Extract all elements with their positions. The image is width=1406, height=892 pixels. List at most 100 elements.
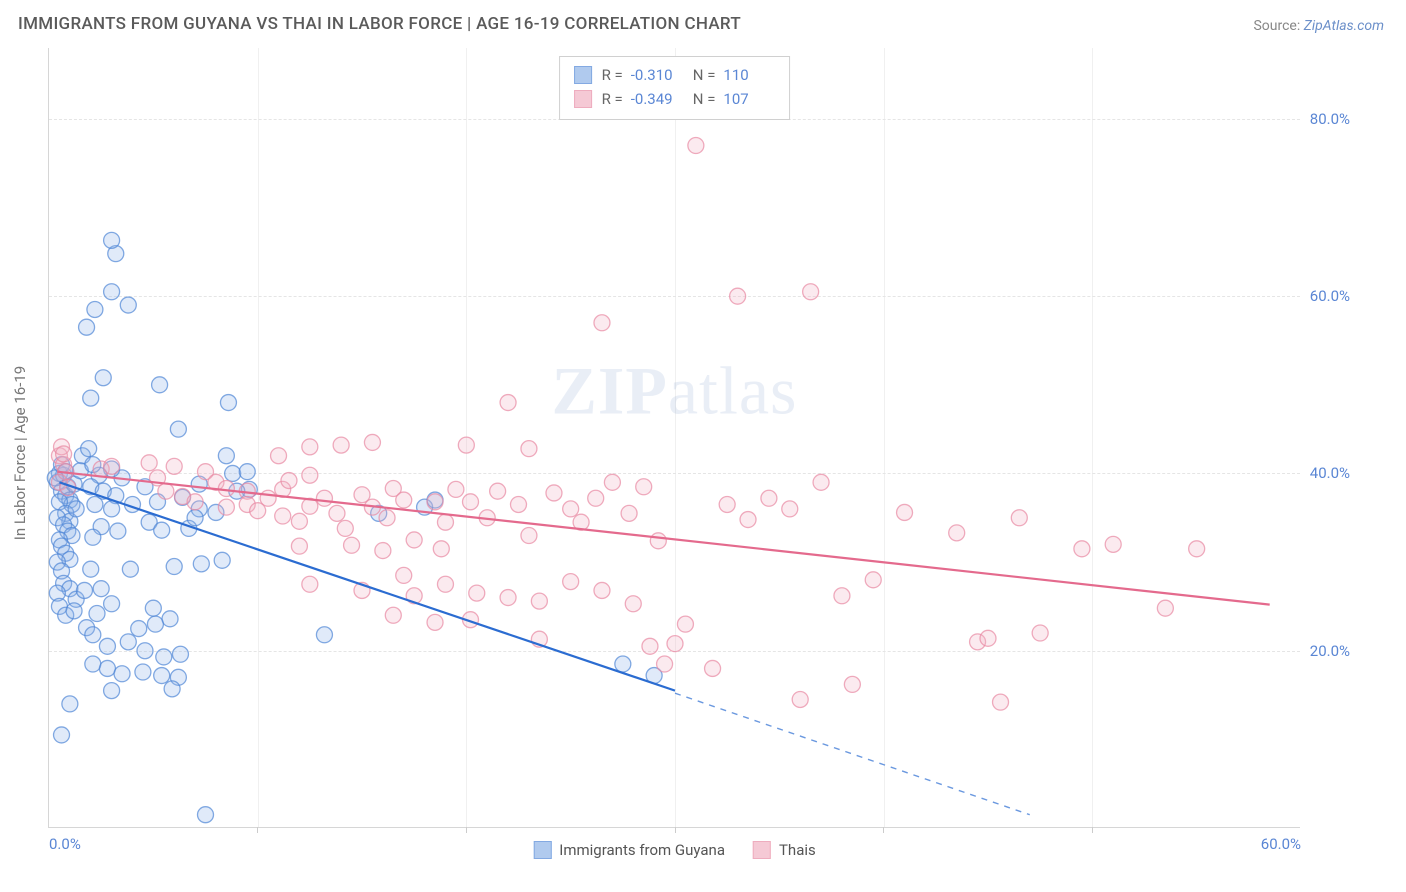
scatter-point: [135, 664, 151, 680]
legend-swatch-2: [753, 841, 771, 859]
scatter-point: [521, 528, 537, 544]
scatter-point: [87, 496, 103, 512]
plot-area: ZIPatlas R = -0.310 N = 110 R = -0.349 N…: [48, 48, 1300, 828]
scatter-point: [688, 138, 704, 154]
scatter-point: [1074, 541, 1090, 557]
scatter-point: [337, 520, 353, 536]
scatter-point: [993, 694, 1009, 710]
scatter-point: [316, 490, 332, 506]
scatter-point: [563, 574, 579, 590]
scatter-point: [433, 541, 449, 557]
scatter-point: [218, 448, 234, 464]
n-value-2: 107: [723, 87, 775, 111]
scatter-point: [291, 538, 307, 554]
scatter-point: [79, 319, 95, 335]
scatter-point: [104, 501, 120, 517]
ytick-label: 40.0%: [1310, 464, 1350, 482]
scatter-point: [291, 513, 307, 529]
scatter-point: [239, 464, 255, 480]
xtick-mark: [1092, 827, 1093, 833]
scatter-point: [275, 508, 291, 524]
scatter-point: [56, 446, 72, 462]
xtick-mark: [883, 827, 884, 833]
xtick-mark: [257, 827, 258, 833]
scatter-point: [187, 494, 203, 510]
n-value-1: 110: [723, 63, 775, 87]
scatter-point: [834, 588, 850, 604]
scatter-point: [158, 483, 174, 499]
scatter-point: [677, 616, 693, 632]
scatter-point: [396, 492, 412, 508]
r-value-2: -0.349: [631, 87, 683, 111]
scatter-point: [396, 567, 412, 583]
scatter-point: [172, 646, 188, 662]
scatter-point: [1011, 510, 1027, 526]
scatter-point: [122, 561, 138, 577]
plot-svg: [49, 48, 1301, 828]
scatter-point: [563, 501, 579, 517]
swatch-series-1: [574, 66, 592, 84]
scatter-point: [344, 537, 360, 553]
scatter-point: [154, 668, 170, 684]
source-label: Source:: [1253, 18, 1303, 34]
scatter-point: [667, 636, 683, 652]
legend-label-1: Immigrants from Guyana: [559, 841, 725, 859]
scatter-point: [406, 532, 422, 548]
scatter-point: [329, 505, 345, 521]
scatter-point: [131, 621, 147, 637]
scatter-point: [650, 533, 666, 549]
ytick-label: 20.0%: [1310, 642, 1350, 660]
r-label-1: R =: [602, 63, 623, 87]
scatter-point: [218, 499, 234, 515]
legend-item-1: Immigrants from Guyana: [533, 841, 725, 859]
scatter-point: [193, 556, 209, 572]
scatter-point: [740, 512, 756, 528]
scatter-point: [511, 496, 527, 512]
scatter-point: [546, 485, 562, 501]
scatter-point: [85, 529, 101, 545]
scatter-point: [803, 284, 819, 300]
scatter-point: [437, 576, 453, 592]
scatter-point: [164, 681, 180, 697]
scatter-point: [500, 395, 516, 411]
scatter-point: [62, 696, 78, 712]
scatter-point: [302, 576, 318, 592]
scatter-point: [104, 683, 120, 699]
r-label-2: R =: [602, 87, 623, 111]
scatter-point: [147, 616, 163, 632]
scatter-point: [588, 490, 604, 506]
scatter-point: [531, 593, 547, 609]
scatter-point: [162, 611, 178, 627]
scatter-point: [594, 315, 610, 331]
scatter-point: [865, 572, 881, 588]
scatter-point: [114, 666, 130, 682]
scatter-point: [813, 474, 829, 490]
scatter-point: [500, 590, 516, 606]
scatter-point: [844, 676, 860, 692]
scatter-point: [68, 501, 84, 517]
scatter-point: [250, 503, 266, 519]
series-legend: Immigrants from Guyana Thais: [533, 841, 815, 859]
scatter-point: [214, 552, 230, 568]
source-attribution: Source: ZipAtlas.com: [1253, 18, 1384, 34]
scatter-point: [99, 638, 115, 654]
scatter-point: [166, 559, 182, 575]
xtick-mark: [466, 827, 467, 833]
scatter-point: [145, 600, 161, 616]
scatter-point: [1032, 625, 1048, 641]
scatter-point: [594, 582, 610, 598]
scatter-point: [85, 627, 101, 643]
scatter-point: [281, 473, 297, 489]
scatter-point: [81, 441, 97, 457]
chart-container: In Labor Force | Age 16-19 ZIPatlas R = …: [48, 48, 1358, 858]
correlation-legend: R = -0.310 N = 110 R = -0.349 N = 107: [559, 56, 791, 120]
scatter-point: [364, 434, 380, 450]
scatter-point: [625, 596, 641, 612]
xtick-label: 60.0%: [1261, 835, 1301, 853]
scatter-point: [521, 441, 537, 457]
scatter-point: [120, 297, 136, 313]
trend-line-dashed: [675, 693, 1030, 815]
source-value: ZipAtlas.com: [1304, 18, 1384, 34]
scatter-point: [187, 510, 203, 526]
scatter-point: [225, 465, 241, 481]
